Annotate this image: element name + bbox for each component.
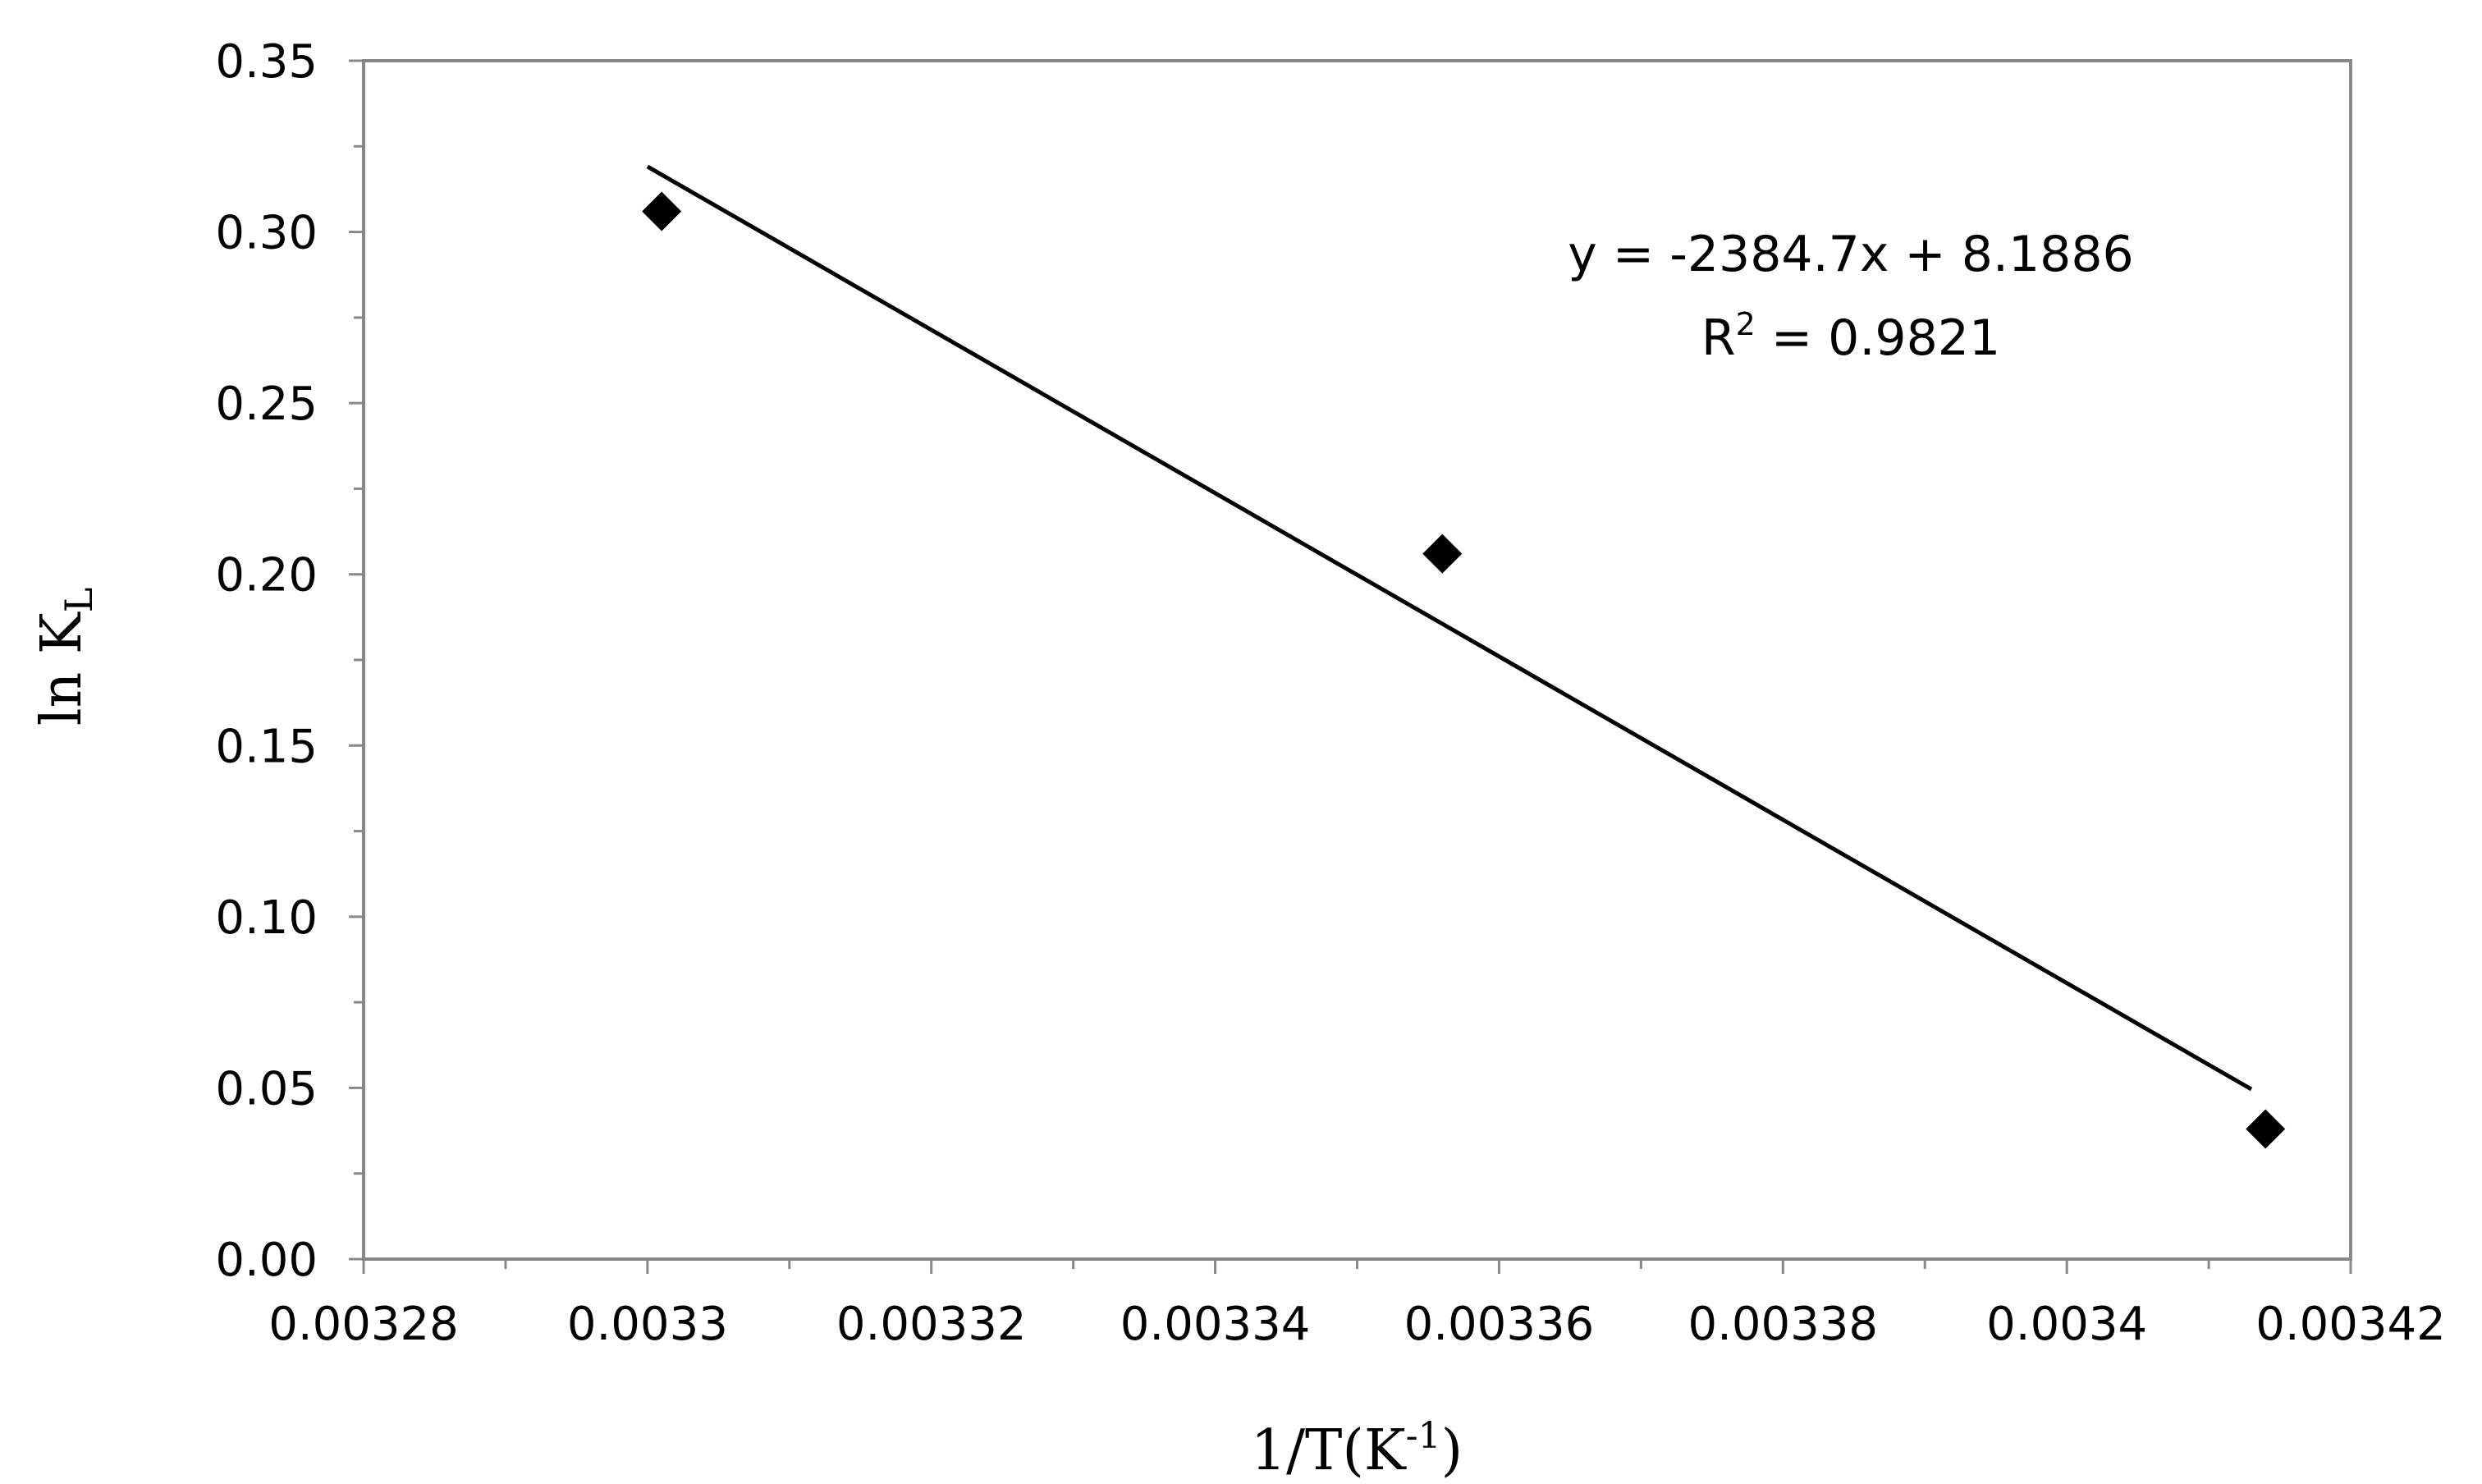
x-tick-label: 0.00328 [268,1298,459,1351]
x-tick-label: 0.00336 [1404,1298,1595,1351]
y-axis-label: ln KL [30,588,101,726]
equation-label: y = -2384.7x + 8.1886 [1568,226,2133,283]
trendline-layer [646,164,2253,1092]
x-axis-ticks: 0.00328 0.0033 0.00332 0.00334 0.00336 0.0033… [268,1259,2446,1351]
x-tick-label: 0.0033 [567,1298,728,1351]
y-tick-label: 0.10 [215,891,318,945]
y-tick-label: 0.00 [215,1234,318,1287]
y-tick-label: 0.20 [215,549,318,602]
data-point [1422,534,1463,574]
y-axis-ticks: 0.00 0.05 0.10 0.15 0.20 0.25 0.30 0.35 [215,35,364,1287]
data-point [642,191,682,231]
x-tick-label: 0.00334 [1120,1298,1311,1351]
x-tick-label: 0.00342 [2255,1298,2446,1351]
x-tick-label: 0.00338 [1687,1298,1878,1351]
trendline [646,164,2253,1092]
x-tick-label: 0.00332 [836,1298,1027,1351]
x-tick-label: 0.0034 [1986,1298,2147,1351]
y-tick-label: 0.25 [215,378,318,431]
y-tick-label: 0.05 [215,1062,318,1115]
x-axis-label: 1/T(K-1) [1251,1415,1463,1483]
y-tick-label: 0.15 [215,720,318,773]
y-tick-label: 0.35 [215,35,318,89]
plot-area [362,59,2352,1261]
data-points-layer [642,191,2286,1149]
data-point [2246,1109,2286,1149]
r-squared-label: R2 = 0.9821 [1701,306,2000,367]
y-tick-label: 0.30 [215,207,318,260]
